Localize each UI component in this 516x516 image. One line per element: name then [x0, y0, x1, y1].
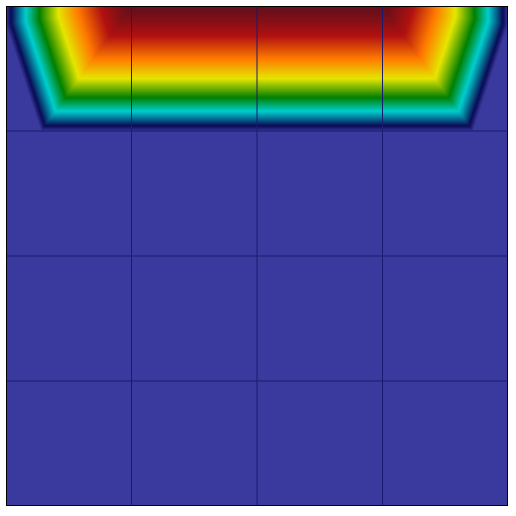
domain-border: [6, 6, 508, 506]
mesh-grid: [6, 6, 508, 506]
